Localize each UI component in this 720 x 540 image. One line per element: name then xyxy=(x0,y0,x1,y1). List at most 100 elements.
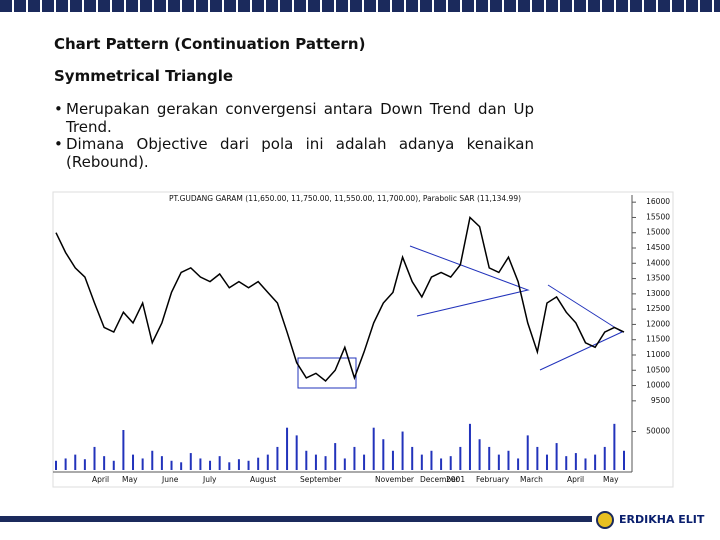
bullet-list: Merupakan gerakan convergensi antara Dow… xyxy=(54,100,534,171)
y-tick-label: 9500 xyxy=(651,396,670,405)
volume-bar xyxy=(507,450,510,470)
volume-bar xyxy=(363,454,366,470)
bullet: Dimana Objective dari pola ini adalah ad… xyxy=(54,135,534,171)
volume-bar xyxy=(141,458,144,470)
volume-bar xyxy=(83,459,86,470)
volume-bar xyxy=(459,446,462,470)
volume-bar xyxy=(372,427,375,470)
title: Chart Pattern (Continuation Pattern) xyxy=(54,35,366,53)
volume-bar xyxy=(276,446,279,470)
y-tick-label: 10000 xyxy=(646,381,670,390)
y-tick-label: 10500 xyxy=(646,365,670,374)
subtitle: Symmetrical Triangle xyxy=(54,67,234,85)
chart-title: PT.GUDANG GARAM (11,650.00, 11,750.00, 1… xyxy=(169,194,521,203)
volume-bar xyxy=(497,454,500,470)
volume-bar xyxy=(517,458,520,470)
volume-bar xyxy=(180,462,183,470)
y-tick-label: 14500 xyxy=(646,243,670,252)
x-tick-label: December xyxy=(420,475,460,484)
footer-bar xyxy=(0,516,592,522)
volume-bar xyxy=(536,446,539,470)
brand: ERDIKHA ELIT xyxy=(619,513,705,526)
volume-bar xyxy=(334,443,337,470)
x-tick-label: September xyxy=(300,475,342,484)
volume-bar xyxy=(555,443,558,470)
volume-bar xyxy=(623,450,625,470)
volume-bar xyxy=(430,450,433,470)
y-tick-label: 11000 xyxy=(646,350,670,359)
y-tick-label: 12000 xyxy=(646,319,670,328)
y-tick-label: 13500 xyxy=(646,274,670,283)
volume-bar xyxy=(594,454,597,470)
volume-bar xyxy=(286,427,289,470)
volume-bar xyxy=(526,435,529,470)
volume-bar xyxy=(122,430,125,470)
volume-bar xyxy=(324,456,327,470)
volume-bar xyxy=(391,450,394,470)
y-tick-label: 15500 xyxy=(646,212,670,221)
volume-bar xyxy=(584,458,587,470)
volume-bar xyxy=(314,454,317,470)
x-tick-label: November xyxy=(375,475,415,484)
volume-bar xyxy=(74,454,77,470)
volume-bar xyxy=(64,458,67,470)
volume-bar xyxy=(151,450,154,470)
volume-bar xyxy=(382,439,385,470)
x-tick-label: April xyxy=(567,475,584,484)
volume-bar xyxy=(170,460,173,470)
volume-bar xyxy=(237,459,240,470)
volume-bar xyxy=(603,446,606,470)
top-strip xyxy=(0,0,720,12)
volume-bar xyxy=(257,457,260,470)
volume-bar xyxy=(93,446,96,470)
volume-bar xyxy=(420,454,423,470)
volume-bar xyxy=(565,456,568,470)
volume-bar xyxy=(488,446,491,470)
y2-tick-label: 50000 xyxy=(646,427,670,436)
volume-bar xyxy=(305,450,308,470)
y-tick-label: 16000 xyxy=(646,197,670,206)
volume-bar xyxy=(266,454,269,470)
volume-bar xyxy=(218,456,221,470)
volume-bar xyxy=(613,423,616,470)
triangle-2 xyxy=(539,284,624,371)
x-tick-label: February xyxy=(476,475,510,484)
volume-bar xyxy=(199,458,202,470)
volume-bar xyxy=(112,460,115,470)
price-line xyxy=(55,215,625,382)
volume-bar xyxy=(343,458,346,470)
volume-bar xyxy=(228,462,231,470)
volume-bar xyxy=(468,423,471,470)
x-tick-label: May xyxy=(603,475,619,484)
x-tick-label: March xyxy=(520,475,543,484)
bullet: Merupakan gerakan convergensi antara Dow… xyxy=(54,100,534,136)
volume-bar xyxy=(353,446,356,470)
chart-frame xyxy=(52,191,674,488)
x-tick-label: April xyxy=(92,475,109,484)
y-tick-label: 12500 xyxy=(646,304,670,313)
volume-bar xyxy=(247,460,250,470)
y-tick-label: 15000 xyxy=(646,228,670,237)
volume-bar xyxy=(411,446,414,470)
volume-bar xyxy=(440,458,443,470)
logo xyxy=(596,511,614,529)
y-tick-label: 11500 xyxy=(646,335,670,344)
volume-bar xyxy=(401,431,404,470)
x-tick-label: 2001 xyxy=(446,475,465,484)
volume-bar xyxy=(132,454,135,470)
x-tick-label: August xyxy=(250,475,276,484)
volume-bar xyxy=(295,435,298,470)
volume-bar xyxy=(55,460,57,470)
x-tick-label: July xyxy=(202,475,217,484)
volume-bar xyxy=(574,453,577,470)
volume-bar xyxy=(189,453,192,470)
y-tick-label: 14000 xyxy=(646,258,670,267)
volume-bar xyxy=(160,456,163,470)
x-tick-label: June xyxy=(161,475,179,484)
volume-bar xyxy=(545,454,548,470)
volume-bar xyxy=(449,456,452,470)
triangle-1 xyxy=(409,245,530,317)
volume-bar xyxy=(478,439,481,470)
